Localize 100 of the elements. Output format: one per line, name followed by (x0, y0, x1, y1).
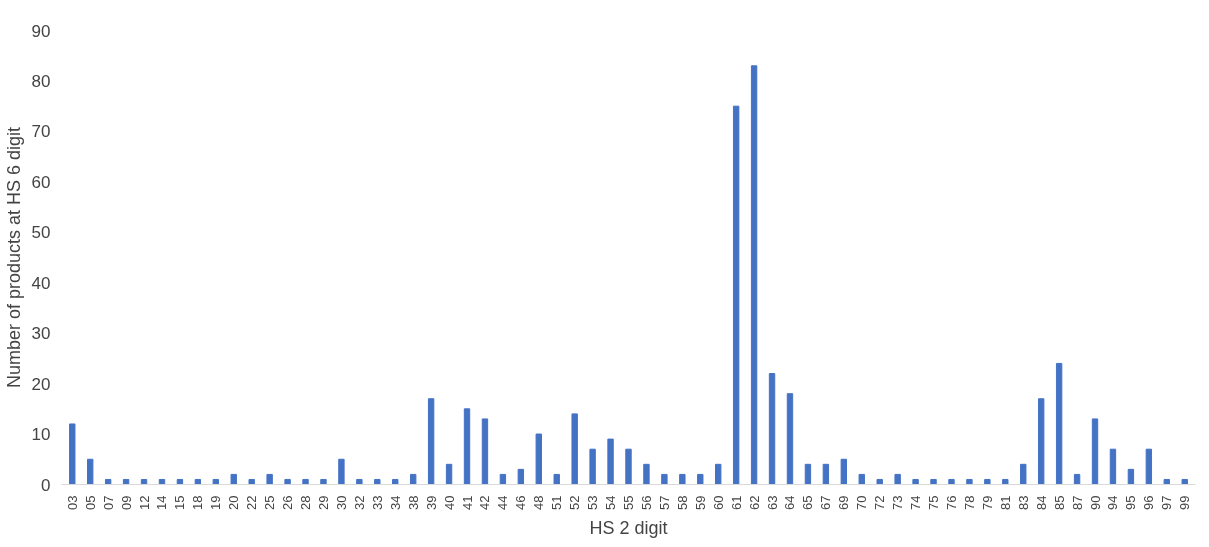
bar (912, 478, 919, 485)
bar (984, 478, 991, 485)
x-tick-label: 95 (1123, 495, 1139, 510)
x-tick-label: 42 (477, 495, 493, 510)
x-tick-label: 41 (459, 495, 475, 510)
bar (1109, 448, 1117, 485)
x-tick-label: 29 (315, 495, 331, 510)
x-tick-label: 15 (172, 495, 188, 510)
x-tick-label: 61 (728, 495, 744, 510)
bar (553, 473, 560, 485)
y-tick-label: 10 (31, 425, 51, 445)
bar (481, 418, 489, 485)
x-tick-label: 46 (513, 495, 529, 510)
x-tick-label: 38 (405, 495, 421, 510)
bar (320, 478, 327, 485)
y-tick-label: 50 (31, 223, 51, 243)
bar (1145, 448, 1153, 485)
x-tick-label: 25 (262, 495, 278, 510)
x-tick-label: 52 (567, 495, 583, 510)
x-tick-label: 54 (603, 495, 619, 510)
x-tick-label: 94 (1105, 495, 1121, 510)
bar (858, 473, 865, 485)
x-tick-label: 78 (961, 495, 977, 510)
x-tick-label: 81 (997, 495, 1013, 510)
bar (732, 105, 740, 485)
bar (822, 463, 830, 485)
x-tick-label: 22 (244, 495, 260, 510)
y-tick-label: 90 (31, 21, 51, 41)
bar (1073, 473, 1081, 485)
x-tick-label: 70 (854, 495, 870, 510)
bar (1181, 478, 1188, 485)
bar (230, 473, 237, 485)
bar (302, 478, 309, 485)
x-tick-label: 09 (118, 495, 134, 510)
x-tick-label: 69 (836, 495, 852, 510)
bar (1091, 418, 1099, 485)
bar (1002, 478, 1009, 485)
bar (1020, 463, 1027, 485)
y-tick-label: 70 (31, 122, 51, 142)
x-tick-label: 96 (1141, 495, 1157, 510)
x-tick-label: 20 (226, 495, 242, 510)
x-tick-label: 83 (1015, 495, 1031, 510)
bar (1055, 362, 1063, 485)
x-tick-label: 26 (280, 495, 296, 510)
x-tick-label: 34 (387, 495, 403, 510)
bar (463, 408, 471, 485)
bar (248, 478, 255, 485)
y-tick-label: 80 (31, 71, 51, 91)
bar (930, 478, 937, 485)
bar (607, 438, 614, 485)
bar (571, 413, 578, 485)
x-tick-label: 60 (710, 495, 726, 510)
x-tick-label: 67 (818, 495, 834, 510)
x-tick-label: 84 (1033, 495, 1049, 510)
bar (948, 478, 955, 485)
bar (517, 468, 525, 485)
x-tick-label: 59 (692, 495, 708, 510)
x-tick-label: 18 (190, 495, 206, 510)
x-tick-label: 64 (782, 495, 798, 510)
x-tick-label: 44 (495, 495, 511, 510)
bar (212, 478, 219, 485)
x-tick-label: 30 (333, 495, 349, 510)
x-tick-label: 55 (621, 495, 636, 510)
x-tick-label: 75 (926, 495, 942, 510)
x-tick-label: 05 (82, 495, 98, 510)
x-tick-label: 76 (943, 495, 959, 510)
bar (374, 478, 381, 485)
bar (643, 463, 650, 485)
x-tick-label: 12 (136, 495, 152, 510)
x-tick-label: 58 (674, 495, 690, 510)
bar (625, 448, 632, 485)
bar (338, 458, 345, 485)
x-tick-label: 33 (369, 495, 385, 510)
y-tick-label: 30 (31, 324, 51, 344)
x-tick-label: 99 (1177, 495, 1193, 510)
x-tick-label: 65 (800, 495, 816, 510)
x-tick-label: 63 (764, 495, 780, 510)
y-axis-title: Number of products at HS 6 digit (3, 126, 24, 389)
x-tick-label: 53 (585, 495, 601, 510)
bar (87, 458, 94, 485)
x-tick-label: 28 (298, 495, 314, 510)
x-tick-label: 87 (1069, 495, 1085, 510)
x-tick-label: 73 (890, 495, 906, 510)
bar (535, 433, 542, 485)
x-tick-label: 07 (100, 495, 116, 510)
bar (966, 478, 973, 485)
x-tick-label: 03 (64, 495, 80, 510)
bar (445, 463, 453, 485)
x-tick-label: 62 (746, 495, 762, 510)
x-tick-label: 97 (1159, 495, 1175, 510)
x-tick-label: 39 (423, 495, 439, 510)
bar (409, 473, 417, 485)
bar (679, 473, 686, 485)
bar (284, 478, 291, 485)
x-tick-label: 79 (979, 495, 995, 510)
bar (392, 478, 399, 485)
x-axis-title: HS 2 digit (589, 517, 668, 538)
x-tick-label: 56 (638, 495, 654, 510)
bar (697, 473, 704, 485)
x-tick-label: 90 (1087, 495, 1103, 510)
